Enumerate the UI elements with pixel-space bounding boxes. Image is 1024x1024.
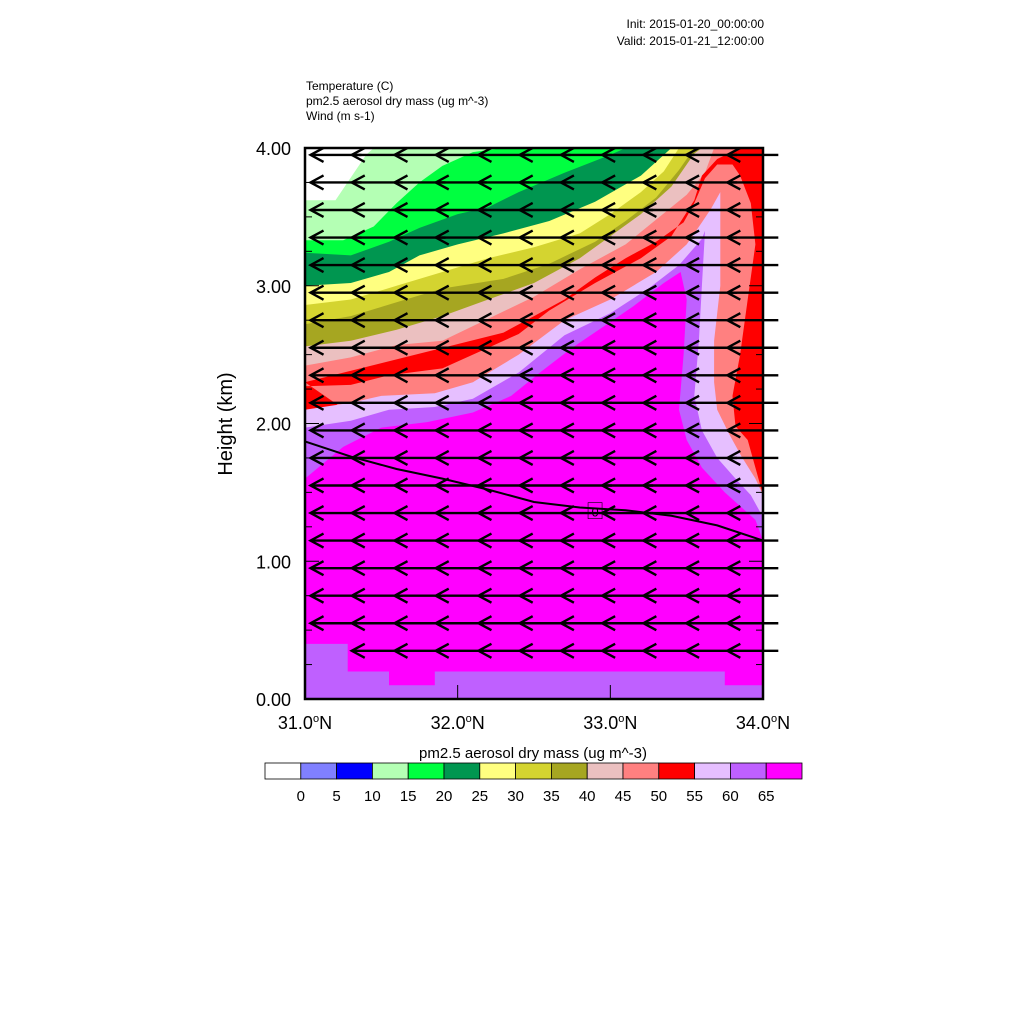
wind-vector [724, 257, 779, 274]
x-tick-label: 34.0oN [736, 713, 790, 733]
wind-vector [724, 532, 779, 549]
wind-vector [724, 504, 779, 522]
colorbar-tick-label: 25 [471, 788, 488, 805]
colorbar-tick-label: 35 [543, 788, 560, 805]
contour-label-box [587, 502, 603, 519]
colorbar-swatch [551, 762, 588, 780]
colorbar-swatch [622, 762, 660, 780]
x-tick-label: 33.0oN [583, 713, 637, 733]
wind-vectors [308, 146, 779, 659]
x-tick-label: 32.0oN [431, 713, 485, 733]
colorbar: pm2.5 aerosol dry mass (ug m^-3) 0 5 10 15 2… [264, 745, 803, 805]
y-axis-label: Height (km) [215, 372, 237, 475]
y-tick-label: 2.00 [256, 415, 291, 435]
wind-vector [724, 422, 779, 439]
y-tick-label: 0.00 [256, 690, 291, 710]
y-axis: 0.00 1.00 2.00 3.00 4.00 [256, 139, 763, 710]
colorbar-swatch [658, 762, 695, 780]
wind-vector [724, 146, 779, 163]
wind-vector [724, 560, 779, 577]
colorbar-tick-label: 45 [615, 788, 632, 805]
wind-vector [724, 339, 779, 356]
y-tick-label: 4.00 [256, 139, 291, 159]
y-tick-label: 1.00 [256, 552, 291, 572]
colorbar-tick-label: 5 [332, 788, 340, 805]
field-label-temperature: Temperature (C) [306, 79, 393, 93]
field-labels: Temperature (C) pm2.5 aerosol dry mass (… [306, 79, 488, 123]
colorbar-label: pm2.5 aerosol dry mass (ug m^-3) [419, 745, 647, 762]
colorbar-tick-label: 55 [686, 788, 703, 805]
colorbar-swatch [407, 762, 445, 780]
colorbar-swatch [515, 762, 552, 780]
colorbar-tick-label: 65 [758, 788, 775, 805]
colorbar-tick-label: 15 [400, 788, 417, 805]
x-tick-label: 31.0oN [278, 713, 332, 733]
wind-vector [724, 174, 779, 191]
colorbar-tick-label: 10 [364, 788, 381, 805]
wind-vector [724, 312, 779, 329]
init-time: Init: 2015-01-20_00:00:00 [627, 17, 765, 31]
valid-time: Valid: 2015-01-21_12:00:00 [617, 34, 765, 48]
colorbar-swatch [479, 762, 516, 780]
field-label-wind: Wind (m s-1) [306, 109, 375, 123]
header-text: Init: 2015-01-20_00:00:00 Valid: 2015-01… [617, 17, 765, 48]
colorbar-swatch [300, 762, 337, 780]
colorbar-tick-label: 30 [507, 788, 524, 805]
wind-vector [724, 642, 779, 659]
pm25-shading [305, 148, 763, 699]
colorbar-tick-label: 50 [650, 788, 667, 805]
colorbar-swatch [730, 762, 767, 780]
wind-vector [724, 615, 779, 632]
wind-vector [724, 229, 779, 246]
colorbar-swatch [336, 762, 373, 780]
wind-vector [724, 477, 779, 494]
temperature-contour-line [305, 440, 763, 542]
colorbar-swatch [765, 762, 803, 780]
x-axis: 31.0oN 32.0oN 33.0oN 34.0oN [278, 685, 790, 733]
wind-vector [724, 201, 779, 219]
colorbar-swatch [694, 762, 731, 780]
colorbar-tick-label: 60 [722, 788, 739, 805]
field-label-pm25: pm2.5 aerosol dry mass (ug m^-3) [306, 94, 488, 108]
y-tick-label: 3.00 [256, 277, 291, 297]
wind-vector [724, 587, 779, 604]
colorbar-swatch [443, 762, 481, 780]
colorbar-tick-label: 40 [579, 788, 596, 805]
colorbar-swatch [586, 762, 624, 780]
wind-vector [724, 284, 779, 301]
colorbar-tick-label: 20 [436, 788, 453, 805]
wind-vector [724, 449, 779, 466]
colorbar-swatch [264, 762, 302, 780]
colorbar-tick-label: 0 [297, 788, 305, 805]
wind-vector [724, 367, 779, 384]
wind-vector [724, 394, 779, 411]
colorbar-swatch [371, 762, 409, 780]
